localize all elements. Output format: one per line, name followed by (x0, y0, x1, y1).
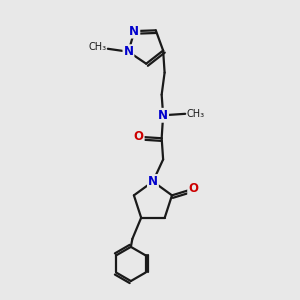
Text: N: N (129, 25, 139, 38)
Text: N: N (148, 175, 158, 188)
Text: O: O (188, 182, 198, 195)
Text: CH₃: CH₃ (187, 109, 205, 119)
Text: CH₃: CH₃ (88, 42, 106, 52)
Text: N: N (158, 109, 168, 122)
Text: N: N (123, 45, 134, 58)
Text: O: O (134, 130, 144, 143)
